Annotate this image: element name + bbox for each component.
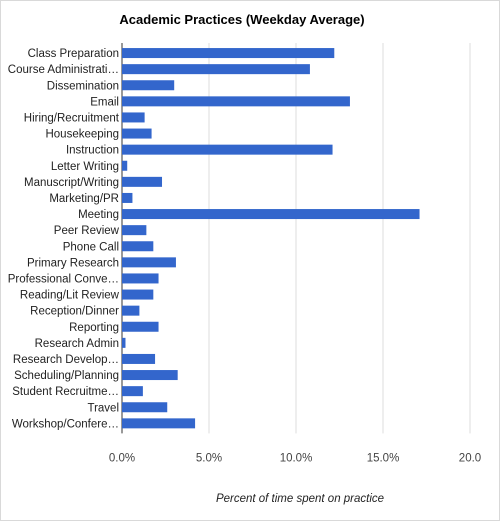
category-label: Student Recruitme…	[12, 386, 119, 398]
x-tick-label: 10.0%	[280, 452, 313, 464]
category-label: Peer Review	[54, 225, 120, 237]
category-label: Course Administrati…	[8, 64, 119, 76]
x-tick-label: 5.0%	[196, 452, 222, 464]
x-axis-label: Percent of time spent on practice	[216, 493, 384, 505]
category-label: Letter Writing	[51, 161, 119, 173]
bar	[122, 353, 156, 364]
category-label: Housekeeping	[45, 129, 119, 141]
bar	[122, 80, 175, 91]
category-label: Hiring/Recruitment	[24, 112, 120, 124]
bar	[122, 337, 126, 348]
category-label: Travel	[87, 402, 119, 414]
category-label: Professional Conve…	[8, 273, 119, 285]
bar	[122, 64, 310, 75]
gridlines	[121, 43, 471, 434]
bar	[122, 225, 147, 236]
bar	[122, 273, 159, 284]
x-tick-labels: 0.0% 5.0% 10.0% 15.0% 20.0	[109, 452, 481, 464]
bar	[122, 305, 140, 316]
bar	[122, 192, 133, 203]
category-label: Research Admin	[35, 338, 119, 350]
chart-title: Academic Practices (Weekday Average)	[119, 12, 364, 27]
bars	[122, 48, 420, 429]
category-label: Phone Call	[63, 241, 119, 253]
bar	[122, 176, 163, 187]
bar	[122, 128, 152, 139]
bar	[122, 289, 154, 300]
bar	[122, 321, 159, 332]
category-label: Meeting	[78, 209, 119, 221]
category-label: Reporting	[69, 322, 119, 334]
bar	[122, 418, 196, 429]
category-label: Instruction	[66, 145, 119, 157]
x-tick-label: 15.0%	[367, 452, 400, 464]
bar	[122, 96, 350, 107]
bar	[122, 209, 420, 220]
bar	[122, 112, 145, 123]
category-label: Dissemination	[47, 80, 119, 92]
category-label: Manuscript/Writing	[24, 177, 119, 189]
category-labels: Class Preparation Course Administrati… Dis…	[8, 48, 120, 430]
bar	[122, 370, 178, 381]
bar	[122, 257, 176, 268]
category-label: Reception/Dinner	[30, 306, 119, 318]
category-label: Scheduling/Planning	[14, 370, 119, 382]
x-tick-label: 20.0	[459, 452, 481, 464]
bar	[122, 144, 333, 155]
category-label: Workshop/Confere…	[12, 418, 119, 430]
category-label: Class Preparation	[28, 48, 119, 60]
category-label: Marketing/PR	[49, 193, 119, 205]
category-label: Email	[90, 96, 119, 108]
bar	[122, 48, 335, 59]
category-label: Primary Research	[27, 257, 119, 269]
bar	[122, 402, 168, 413]
bar	[122, 160, 128, 171]
category-label: Research Develop…	[13, 354, 119, 366]
category-label: Reading/Lit Review	[20, 290, 120, 302]
bar	[122, 241, 154, 252]
bar	[122, 386, 143, 397]
x-tick-label: 0.0%	[109, 452, 135, 464]
